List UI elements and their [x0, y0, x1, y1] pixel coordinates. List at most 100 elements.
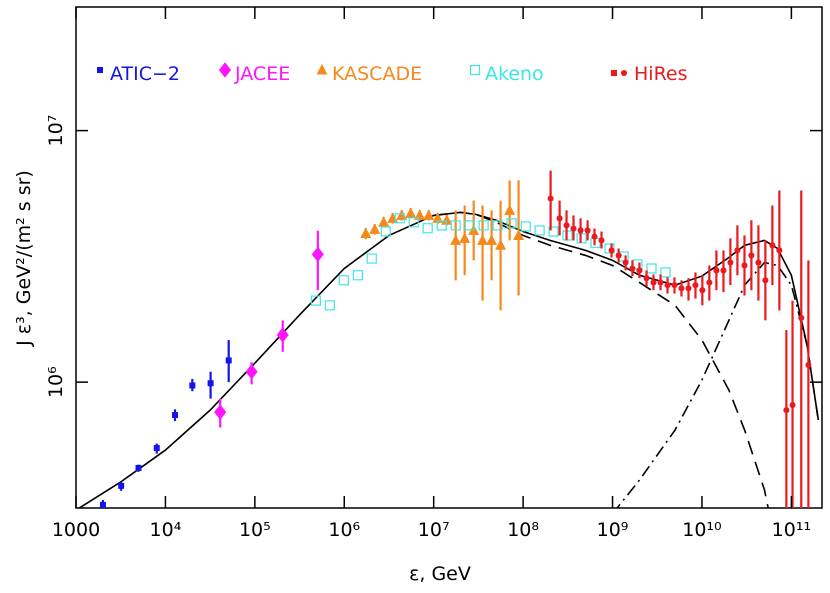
data-point: [664, 282, 671, 289]
data-point: [678, 285, 685, 292]
model-curve: [77, 211, 820, 508]
data-point: [643, 275, 650, 282]
data-point: [469, 64, 481, 76]
data-point: [276, 327, 289, 343]
x-tick-label: 1000: [52, 519, 100, 541]
data-point: [423, 209, 435, 220]
data-point: [636, 267, 643, 274]
data-point: [591, 233, 598, 240]
data-point: [622, 259, 629, 266]
data-point: [450, 234, 462, 245]
data-point: [734, 247, 741, 254]
data-point: [608, 247, 615, 254]
data-point: [762, 277, 769, 284]
data-point: [316, 64, 328, 75]
data-point: [520, 221, 531, 232]
data-point: [741, 262, 748, 269]
data-point: [706, 279, 713, 286]
data-point: [135, 464, 142, 471]
data-point: [394, 213, 405, 224]
data-point: [338, 275, 349, 286]
data-point: [225, 357, 232, 364]
data-point: [789, 401, 796, 409]
data-point: [769, 242, 776, 249]
data-point: [548, 226, 559, 237]
data-point: [436, 220, 447, 231]
data-point: [380, 226, 391, 237]
data-point: [99, 501, 106, 508]
legend-item: Akeno: [469, 63, 544, 85]
legend-label: ATIC−2: [110, 63, 180, 85]
plot-area: [77, 170, 820, 508]
legend-item: KASCADE: [316, 63, 422, 85]
legend-item: HiRes: [611, 63, 688, 85]
data-point: [615, 252, 622, 259]
data-point: [378, 216, 390, 227]
data-point: [486, 234, 498, 245]
data-point: [692, 282, 699, 289]
data-point: [660, 267, 671, 278]
data-point: [513, 229, 525, 240]
data-point: [776, 247, 783, 254]
data-point: [464, 220, 475, 231]
data-point: [459, 232, 471, 243]
data-point: [584, 227, 591, 234]
legend-label: KASCADE: [332, 63, 422, 85]
data-point: [657, 279, 664, 286]
x-tick-label: 10⁷: [418, 519, 450, 541]
data-point: [604, 243, 615, 254]
y-tick-label: 10⁶: [45, 366, 67, 398]
x-axis-label: ε, GeV: [409, 563, 471, 585]
data-point: [360, 227, 372, 238]
x-tick-label: 10⁶: [328, 519, 360, 541]
data-point: [450, 220, 461, 231]
x-tick-label: 10⁵: [239, 519, 271, 541]
data-point: [798, 314, 805, 321]
data-point: [118, 482, 125, 489]
data-point: [369, 223, 381, 234]
x-tick-label: 10⁹: [597, 519, 629, 541]
data-point: [366, 253, 377, 264]
data-point: [153, 445, 160, 452]
data-point: [492, 220, 503, 231]
data-point: [556, 215, 563, 222]
legend-label: JACEE: [234, 63, 290, 85]
legend-item: ATIC−2: [97, 63, 180, 85]
data-point: [214, 404, 227, 420]
x-tick-label: 10⁴: [150, 519, 182, 541]
data-point: [310, 295, 321, 306]
x-tick-label: 10¹¹: [772, 519, 811, 541]
data-point: [577, 227, 584, 234]
data-point: [783, 407, 790, 414]
data-point: [352, 270, 363, 281]
data-point: [422, 223, 433, 234]
data-point: [629, 265, 636, 272]
data-point: [189, 382, 196, 389]
data-point: [699, 287, 706, 294]
data-point: [478, 220, 489, 231]
data-point: [611, 70, 617, 76]
x-tick-label: 10⁸: [507, 519, 539, 541]
data-point: [441, 214, 453, 225]
data-point: [646, 263, 657, 274]
legend-label: Akeno: [485, 63, 544, 85]
data-point: [245, 364, 258, 380]
data-point: [207, 380, 214, 387]
data-point: [685, 285, 692, 292]
data-point: [570, 225, 577, 232]
data-point: [97, 67, 103, 73]
data-point: [324, 300, 335, 311]
data-point: [650, 279, 657, 286]
data-point: [755, 259, 762, 266]
data-point: [563, 222, 570, 229]
data-point: [477, 234, 489, 245]
data-point: [748, 252, 755, 259]
plot-frame: [75, 6, 823, 509]
data-point: [713, 267, 720, 274]
data-point: [218, 62, 232, 78]
data-point: [495, 239, 507, 250]
data-point: [805, 361, 812, 369]
data-point: [172, 412, 179, 419]
legend-label: HiRes: [634, 63, 688, 85]
